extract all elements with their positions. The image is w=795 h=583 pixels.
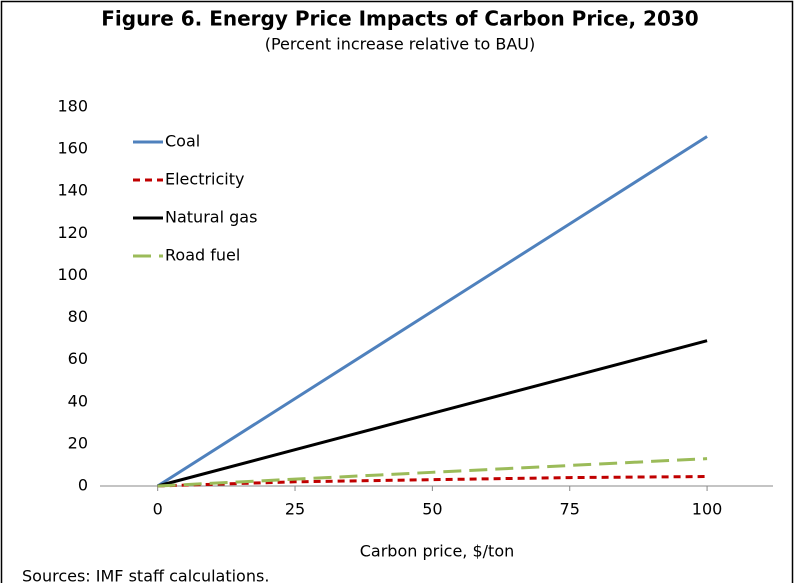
- x-tick-label: 25: [285, 500, 305, 519]
- y-tick-label: 40: [68, 391, 88, 410]
- y-tick-label: 80: [68, 307, 88, 326]
- y-tick-label: 160: [57, 139, 88, 158]
- series-line: [157, 339, 708, 488]
- y-tick-label: 140: [57, 181, 88, 200]
- x-axis-label: Carbon price, $/ton: [360, 542, 515, 561]
- y-tick-label: 60: [68, 349, 88, 368]
- x-tick-label: 75: [560, 500, 580, 519]
- x-tick-label: 100: [692, 500, 723, 519]
- y-tick-label: 20: [68, 433, 88, 452]
- x-tick-label: 0: [153, 500, 163, 519]
- series-line: [156, 135, 708, 488]
- x-tick-label: 50: [422, 500, 442, 519]
- legend-label: Coal: [165, 132, 200, 151]
- y-tick-label: 120: [57, 223, 88, 242]
- y-tick-label: 0: [78, 476, 88, 495]
- legend-label: Road fuel: [165, 246, 240, 265]
- chart-title: Figure 6. Energy Price Impacts of Carbon…: [101, 7, 698, 31]
- source-note: Sources: IMF staff calculations.: [22, 567, 269, 583]
- legend-label: Electricity: [165, 170, 244, 189]
- series-line: [157, 457, 708, 488]
- legend-label: Natural gas: [165, 208, 257, 227]
- chart-subtitle: (Percent increase relative to BAU): [265, 35, 536, 54]
- y-tick-label: 100: [57, 265, 88, 284]
- series-line: [157, 475, 708, 488]
- y-tick-label: 180: [57, 97, 88, 116]
